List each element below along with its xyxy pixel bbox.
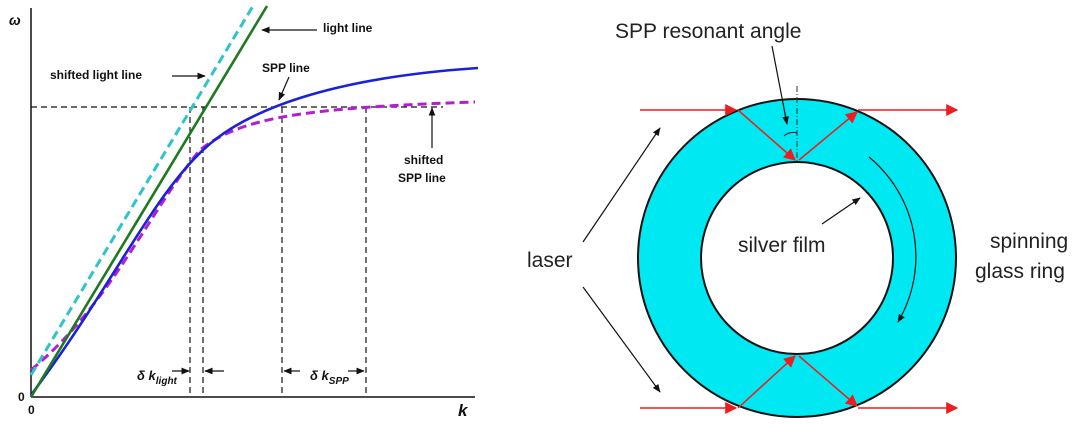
laser-pointer-up bbox=[582, 127, 661, 243]
silver-film-label: silver film bbox=[738, 234, 826, 257]
origin-label-x: 0 bbox=[28, 403, 35, 417]
dispersion-plot: ω k 0 0 light line shifted light line SP… bbox=[9, 5, 479, 420]
laser-out-top-refracted bbox=[798, 111, 858, 161]
laser-out-bottom-refracted bbox=[798, 355, 858, 407]
laser-in-bottom-refracted bbox=[737, 355, 796, 409]
silver-film-pointer bbox=[821, 197, 861, 225]
resonant-angle-arc bbox=[783, 131, 798, 137]
spinning-glass-ring-label-1: spinning bbox=[990, 230, 1068, 253]
spin-direction-arrow bbox=[868, 156, 917, 323]
ring-diagram: SPP resonant angle laser silver film spi… bbox=[527, 20, 1068, 418]
light-line bbox=[29, 5, 269, 398]
silver-film bbox=[700, 161, 894, 355]
spp-line bbox=[29, 66, 479, 396]
spinning-glass-ring-label-2: glass ring bbox=[975, 260, 1065, 283]
laser-in-top-refracted bbox=[737, 109, 796, 161]
spp-line-label: SPP line bbox=[262, 61, 310, 75]
delta-k-light-label: δ klight bbox=[137, 368, 178, 387]
origin-label-y: 0 bbox=[18, 390, 25, 404]
y-axis-symbol: ω bbox=[9, 12, 21, 28]
spp-resonant-angle-pointer bbox=[771, 45, 789, 125]
delta-k-spp-label: δ kSPP bbox=[310, 368, 349, 387]
shifted-spp-line-label-1: shifted bbox=[404, 153, 443, 167]
spp-resonant-angle-label: SPP resonant angle bbox=[615, 20, 801, 43]
shifted-light-line bbox=[29, 5, 255, 376]
shifted-spp-line-label-2: SPP line bbox=[398, 171, 446, 185]
shifted-light-line-label: shifted light line bbox=[50, 68, 142, 82]
x-axis-symbol: k bbox=[458, 401, 469, 420]
shifted-spp-line bbox=[30, 100, 476, 372]
laser-label: laser bbox=[527, 249, 573, 272]
light-line-label: light line bbox=[323, 21, 373, 35]
spp-line-pointer bbox=[278, 76, 290, 101]
laser-pointer-down bbox=[582, 286, 661, 393]
